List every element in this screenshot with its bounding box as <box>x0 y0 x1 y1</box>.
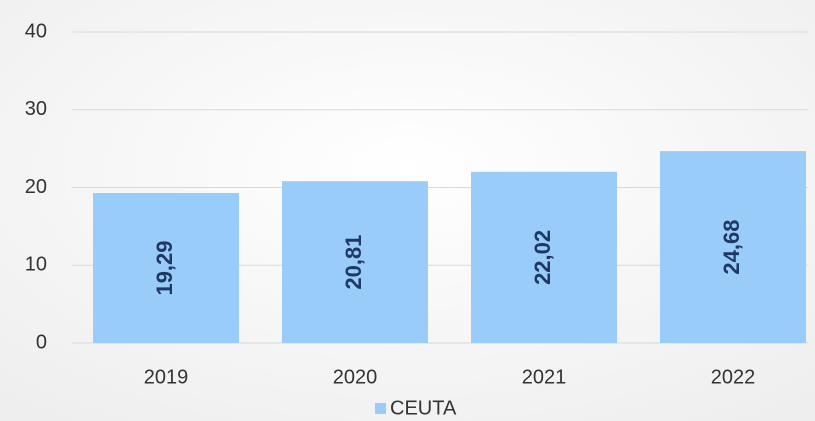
legend-label: CEUTA <box>390 397 457 419</box>
bar <box>471 171 617 343</box>
x-tick-label: 2019 <box>144 366 189 388</box>
data-label: 22,02 <box>530 230 555 285</box>
y-tick-label: 20 <box>25 176 47 198</box>
bar <box>282 181 428 343</box>
y-tick-label: 30 <box>25 98 47 120</box>
data-label: 19,29 <box>152 240 177 295</box>
bar <box>660 151 806 343</box>
y-tick-label: 10 <box>25 254 47 276</box>
data-label: 20,81 <box>341 235 366 290</box>
x-tick-label: 2021 <box>522 366 567 388</box>
x-tick-label: 2022 <box>711 366 756 388</box>
legend-swatch <box>375 403 386 414</box>
bar <box>93 193 239 343</box>
y-tick-label: 40 <box>25 20 47 42</box>
x-tick-label: 2020 <box>333 366 378 388</box>
y-tick-label: 0 <box>36 331 47 353</box>
data-label: 24,68 <box>719 220 744 275</box>
